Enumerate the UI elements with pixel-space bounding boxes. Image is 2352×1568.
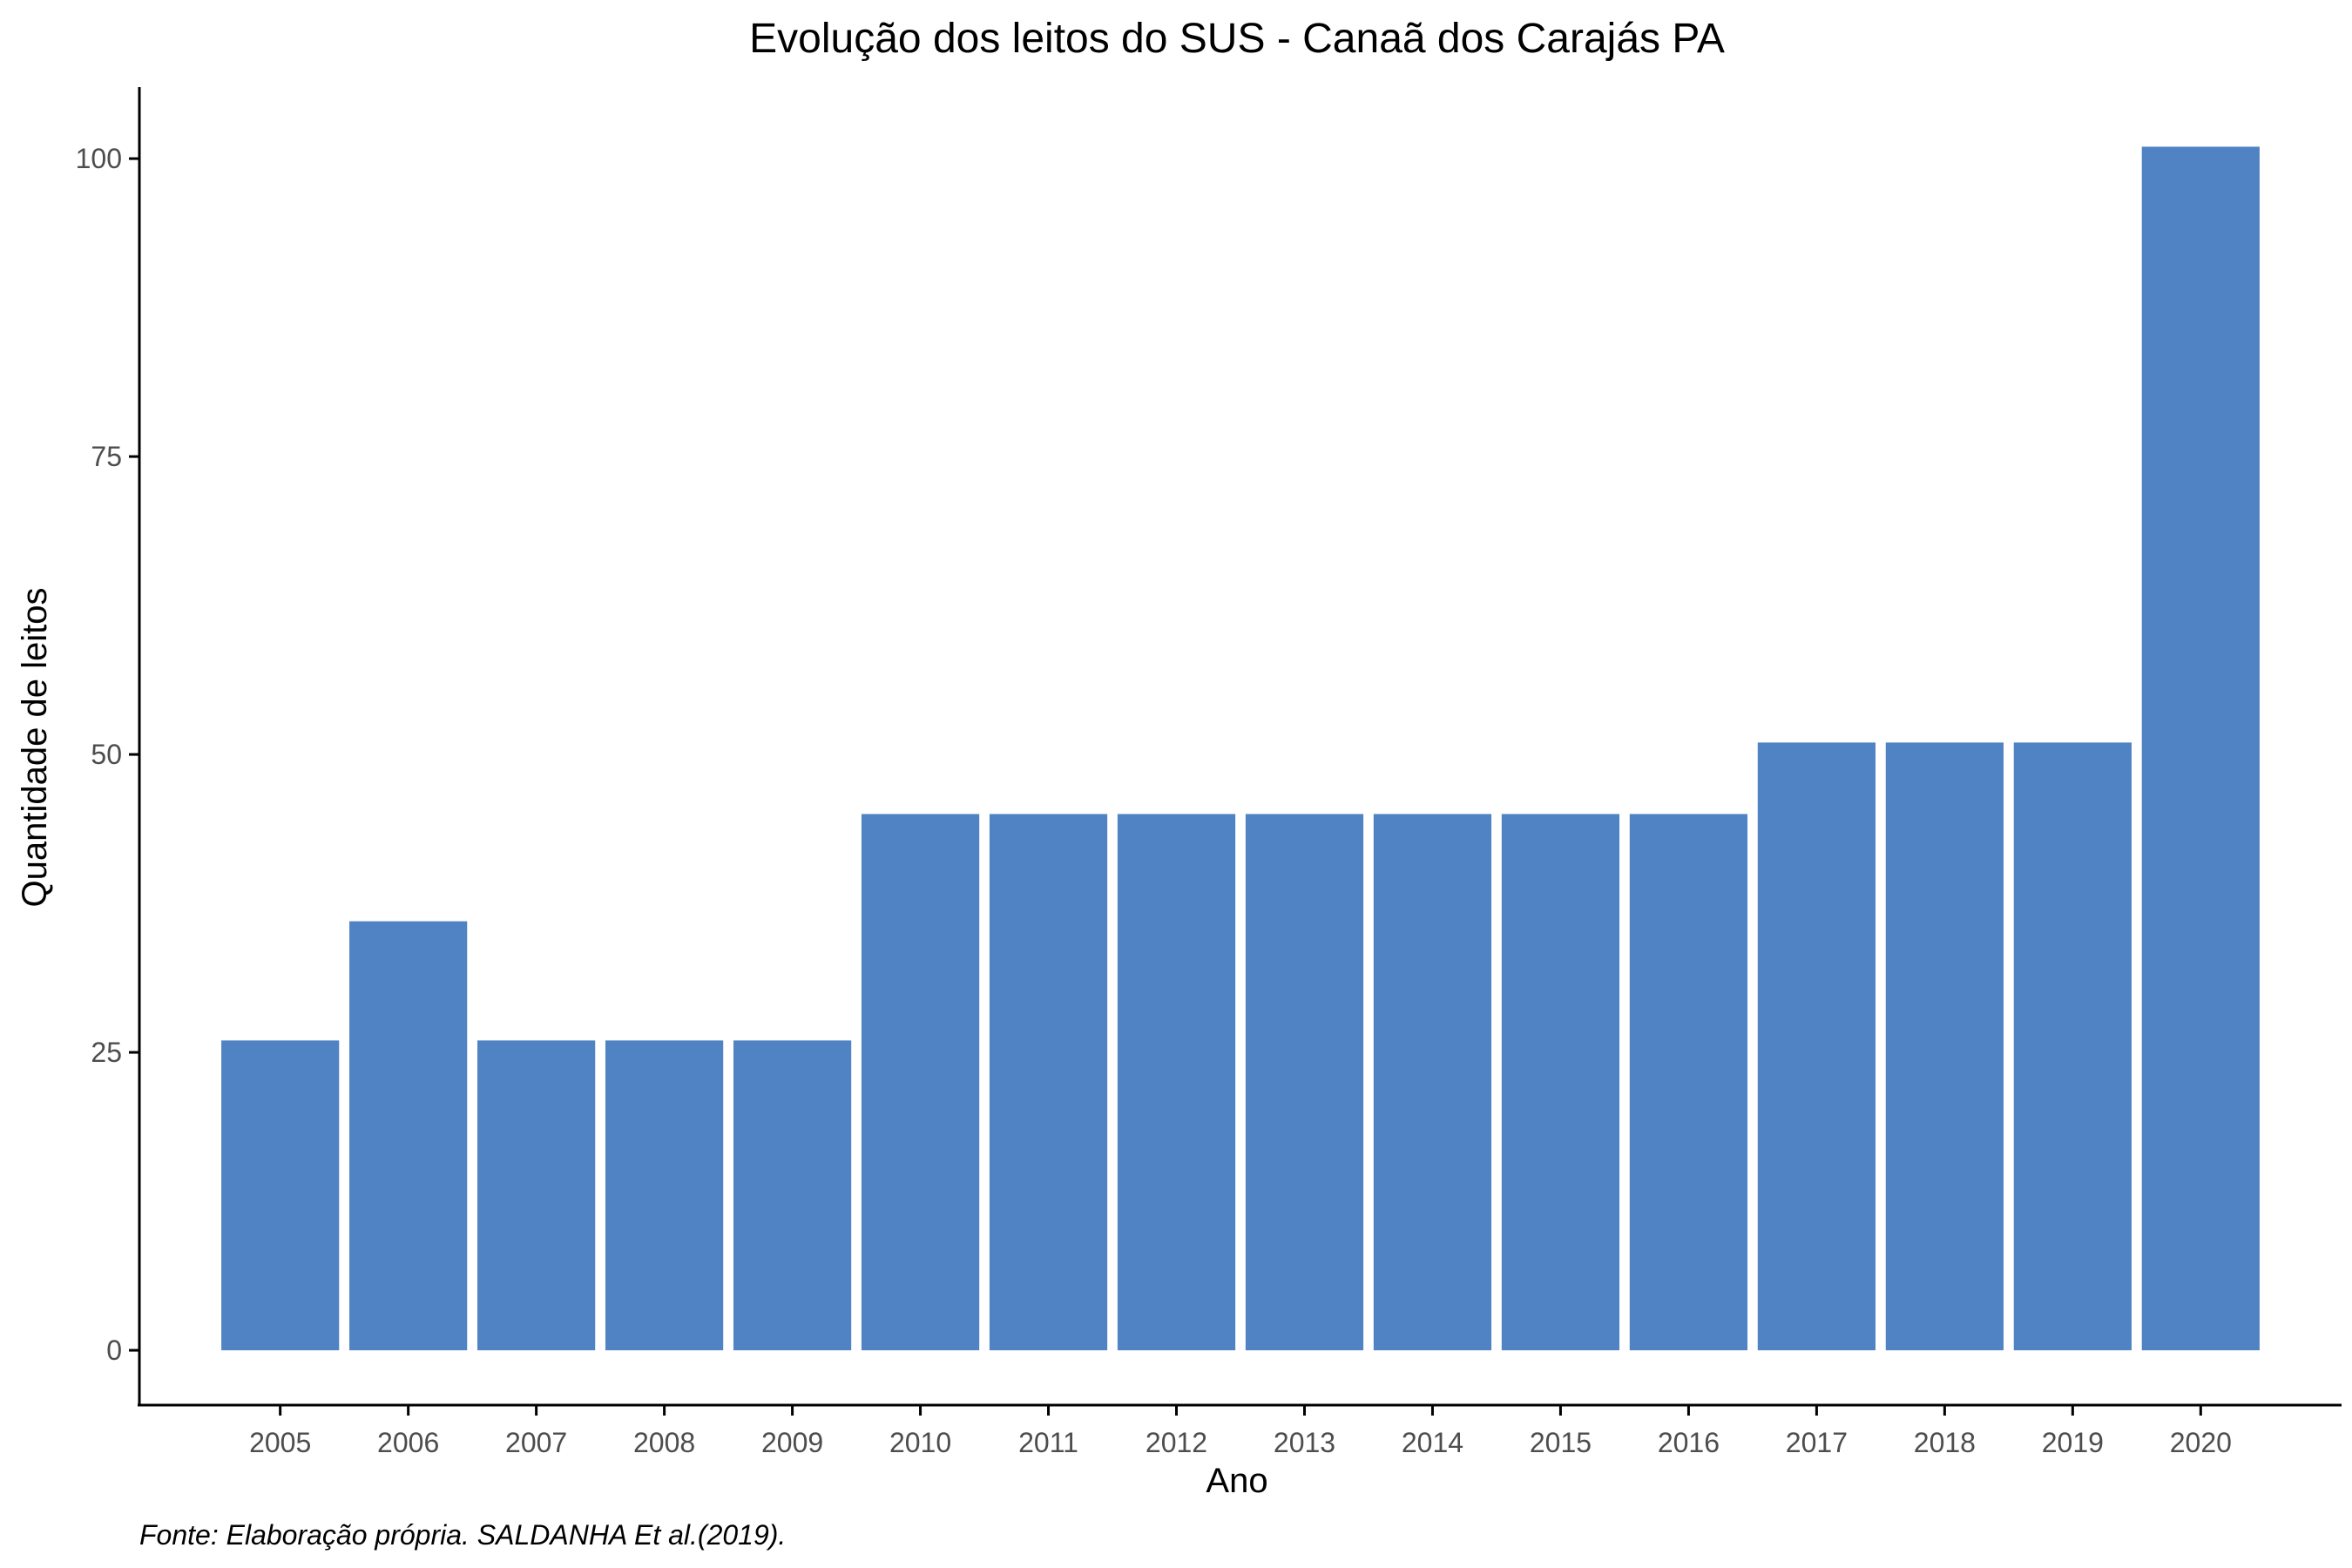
source-caption: Fonte: Elaboração própria. SALDANHA Et a… — [139, 1519, 786, 1551]
x-tick-label-2010: 2010 — [889, 1427, 951, 1458]
x-tick-label-2020: 2020 — [2170, 1427, 2232, 1458]
bar-2007 — [477, 1040, 596, 1351]
y-tick-label-0: 0 — [106, 1335, 122, 1366]
y-axis-label: Quantidade de leitos — [16, 588, 54, 908]
bar-2013 — [1245, 814, 1364, 1351]
bar-2006 — [349, 921, 468, 1351]
bar-2008 — [605, 1040, 724, 1351]
x-tick-label-2011: 2011 — [1018, 1427, 1078, 1458]
bar-2016 — [1629, 814, 1748, 1351]
x-tick-label-2005: 2005 — [249, 1427, 311, 1458]
x-ticks-group: 2005 2006 2007 2008 2009 2010 2011 2012 2013 2014… — [249, 1405, 2232, 1458]
bar-2009 — [733, 1040, 852, 1351]
x-tick-label-2017: 2017 — [1786, 1427, 1848, 1458]
x-tick-label-2012: 2012 — [1146, 1427, 1207, 1458]
x-tick-label-2006: 2006 — [377, 1427, 439, 1458]
y-tick-label-75: 75 — [91, 441, 122, 472]
x-axis-label: Ano — [1206, 1462, 1267, 1500]
x-tick-label-2007: 2007 — [505, 1427, 567, 1458]
bar-2018 — [1885, 742, 2004, 1351]
bar-2011 — [989, 814, 1108, 1351]
bar-2019 — [2013, 742, 2132, 1351]
y-tick-label-25: 25 — [91, 1037, 122, 1068]
x-tick-label-2016: 2016 — [1658, 1427, 1720, 1458]
bar-2015 — [1501, 814, 1620, 1351]
x-tick-label-2015: 2015 — [1530, 1427, 1592, 1458]
x-tick-label-2014: 2014 — [1402, 1427, 1463, 1458]
bar-2020 — [2141, 146, 2260, 1351]
bar-2010 — [861, 814, 980, 1351]
y-tick-label-100: 100 — [76, 143, 122, 174]
y-tick-label-50: 50 — [91, 739, 122, 770]
bar-2017 — [1757, 742, 1876, 1351]
bar-2014 — [1373, 814, 1492, 1351]
x-tick-label-2018: 2018 — [1914, 1427, 1976, 1458]
x-tick-label-2019: 2019 — [2042, 1427, 2104, 1458]
x-tick-label-2009: 2009 — [761, 1427, 823, 1458]
y-ticks-group: 0 25 50 75 100 — [76, 143, 139, 1366]
chart-title: Evolução dos leitos do SUS - Canaã dos C… — [749, 16, 1725, 62]
bar-2005 — [221, 1040, 340, 1351]
x-tick-label-2008: 2008 — [633, 1427, 695, 1458]
bars-group — [221, 146, 2260, 1351]
bar-2012 — [1117, 814, 1236, 1351]
x-tick-label-2013: 2013 — [1274, 1427, 1335, 1458]
